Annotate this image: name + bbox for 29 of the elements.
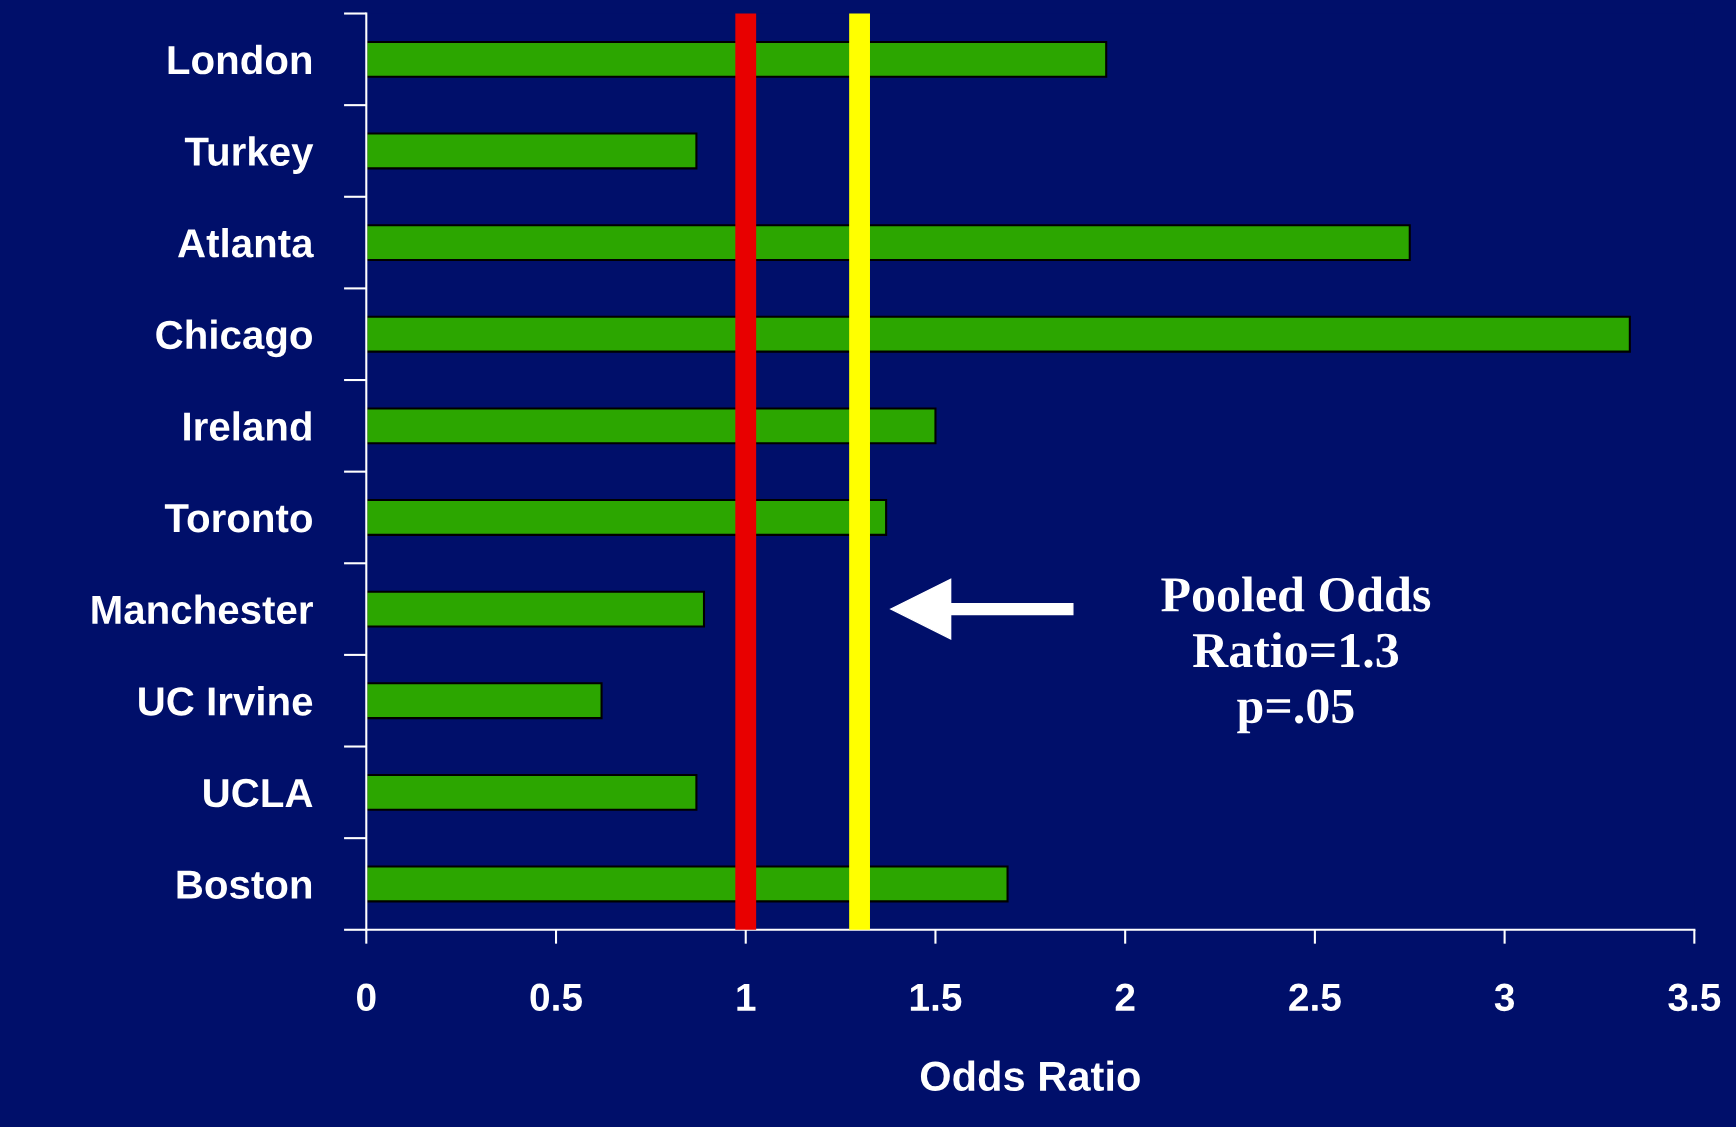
y-tick-label: Boston <box>177 870 312 899</box>
bar <box>366 590 706 628</box>
bar <box>366 315 1631 353</box>
bar <box>366 132 698 170</box>
annotation: Pooled Odds Ratio=1.3 p=.05 <box>1161 576 1431 734</box>
x-tick-label: 2.5 <box>1289 983 1341 1012</box>
y-tick-label: Ireland <box>184 411 311 441</box>
y-tick-label: Toronto <box>164 504 312 533</box>
y-tick-label: Atlanta <box>178 227 314 258</box>
y-tick-label: London <box>168 44 312 75</box>
bar <box>366 224 1411 262</box>
bar <box>366 773 698 811</box>
x-axis-title: Odds Ratio <box>920 1060 1140 1092</box>
x-tick-label: 2 <box>1115 983 1135 1011</box>
x-tick-label: 0.5 <box>530 983 582 1012</box>
y-tick-label: Manchester <box>92 594 313 625</box>
x-tick-label: 3 <box>1494 983 1515 1012</box>
bar <box>366 407 937 445</box>
x-tick-label: 1.5 <box>910 983 962 1012</box>
x-tick-label: 1 <box>737 983 756 1011</box>
y-tick-label: Chicago <box>156 319 312 358</box>
y-tick-label: UCLA <box>204 778 313 808</box>
bar <box>366 682 603 720</box>
x-tick-label: 3.5 <box>1668 983 1721 1012</box>
bar <box>366 40 1108 78</box>
y-tick-label: Turkey <box>184 136 314 174</box>
bar <box>366 865 1009 903</box>
y-tick-label: UC Irvine <box>139 686 313 716</box>
x-tick-label: 0 <box>357 983 376 1012</box>
